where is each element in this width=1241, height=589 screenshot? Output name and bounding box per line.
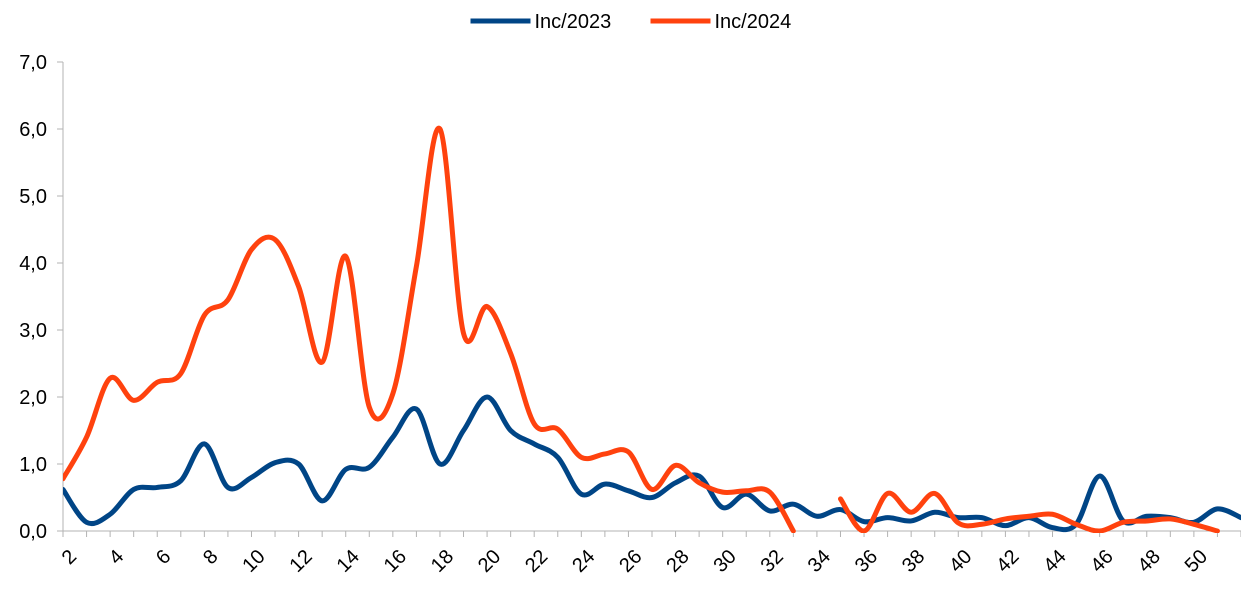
y-tick-label: 5,0	[19, 186, 47, 208]
x-tick-label: 42	[992, 546, 1023, 577]
legend: Inc/2023 Inc/2024	[470, 11, 792, 33]
x-tick-label: 8	[199, 546, 222, 569]
y-tick-label: 7,0	[19, 52, 47, 74]
x-tick-label: 44	[1039, 546, 1070, 577]
y-tick-label: 3,0	[19, 320, 47, 342]
series-line	[63, 394, 1241, 533]
x-tick-label: 4	[105, 546, 128, 569]
x-tick-label: 14	[333, 546, 364, 577]
x-tick-label: 18	[427, 546, 458, 577]
y-tick-label: 2,0	[19, 387, 47, 409]
x-tick-label: 26	[615, 546, 646, 577]
legend-entry: Inc/2024	[650, 11, 792, 33]
x-tick-label: 16	[380, 546, 411, 577]
x-tick-label: 48	[1134, 546, 1165, 577]
x-tick-label: 28	[662, 546, 693, 577]
x-tick-label: 46	[1086, 546, 1117, 577]
x-tick-label: 30	[710, 546, 741, 577]
series-line	[63, 125, 796, 533]
x-tick-label: 40	[945, 546, 976, 577]
y-tick-label: 6,0	[19, 119, 47, 141]
y-tick-label: 4,0	[19, 253, 47, 275]
x-tick-label: 20	[474, 546, 505, 577]
x-tick-label: 50	[1181, 546, 1212, 577]
series-lines	[63, 125, 1241, 533]
legend-label: Inc/2023	[535, 11, 612, 33]
legend-label: Inc/2024	[715, 11, 792, 33]
x-tick-label: 38	[898, 546, 929, 577]
x-tick-label: 6	[152, 546, 175, 569]
x-tick-label: 32	[757, 546, 788, 577]
y-tick-label: 0,0	[19, 521, 47, 543]
x-tick-label: 36	[851, 546, 882, 577]
series-line	[837, 490, 1220, 533]
x-tick-label: 22	[521, 546, 552, 577]
x-tick-label: 10	[238, 546, 269, 577]
x-tick-label: 24	[568, 546, 599, 577]
series-0	[63, 394, 1241, 533]
x-tick-label: 34	[804, 546, 835, 577]
x-tick-label: 2	[58, 546, 81, 569]
x-tick-label: 12	[285, 546, 316, 577]
legend-entry: Inc/2023	[470, 11, 612, 33]
series-1	[63, 125, 1220, 533]
y-tick-label: 1,0	[19, 454, 47, 476]
